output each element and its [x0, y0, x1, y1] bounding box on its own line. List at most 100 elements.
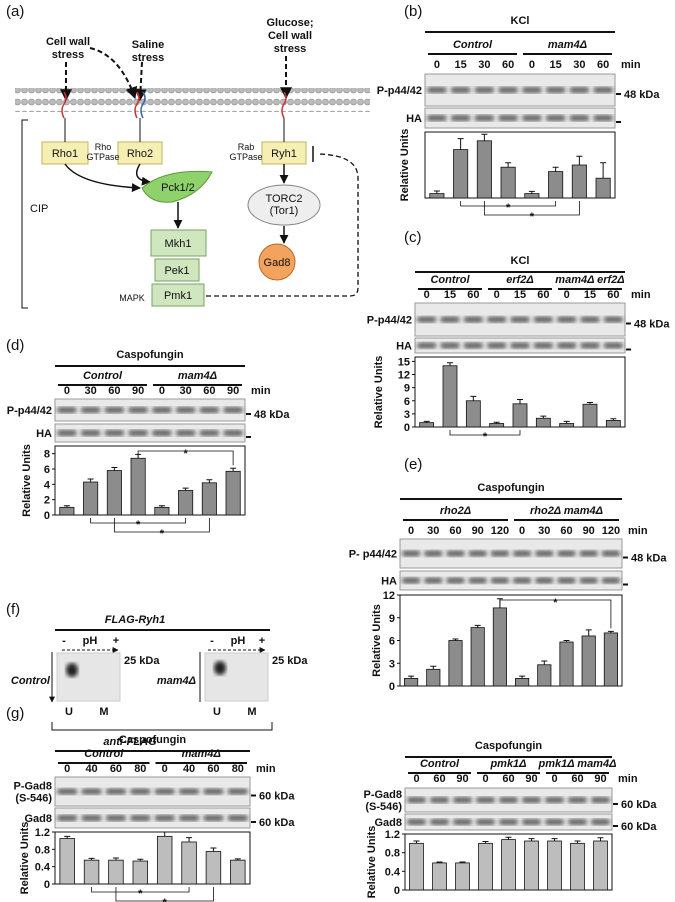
- lane-label: 15: [514, 289, 526, 301]
- group-label: Control: [453, 39, 493, 51]
- y-tick-label: 6: [44, 464, 50, 476]
- band: [429, 819, 450, 825]
- error-bar: [541, 660, 548, 665]
- band: [450, 115, 471, 121]
- row-label: HA: [381, 576, 397, 588]
- lane-label: 15: [444, 289, 456, 301]
- bar: [537, 664, 552, 687]
- error-bar: [607, 630, 614, 633]
- band: [498, 819, 519, 825]
- y-tick-label: 0: [404, 422, 410, 434]
- band: [490, 550, 510, 557]
- bar: [178, 490, 194, 516]
- row-label-line: (S-546): [15, 793, 52, 805]
- error-bar: [528, 838, 535, 841]
- marker-label: 60 kDa: [621, 799, 657, 811]
- feedback: [206, 153, 359, 297]
- sig-bracket: [91, 887, 190, 893]
- bar: [595, 177, 611, 199]
- band: [175, 430, 196, 436]
- lane-label: 80: [134, 763, 146, 775]
- y-tick-label: 0.4: [35, 862, 51, 874]
- bar: [500, 166, 516, 199]
- title: Caspofungin: [116, 349, 183, 361]
- band: [130, 788, 151, 795]
- error-bar: [574, 840, 581, 844]
- lane-label: 60: [449, 525, 461, 537]
- band: [178, 788, 200, 795]
- y-tick-label: 4: [44, 479, 51, 491]
- group-label: mam4Δ: [182, 748, 221, 760]
- row-label-line: Gad8: [24, 813, 52, 825]
- lane-label: 60: [203, 385, 215, 397]
- band: [105, 788, 127, 795]
- band: [463, 316, 484, 323]
- unit: min: [251, 385, 271, 397]
- lane-label: 90: [583, 525, 595, 537]
- y-tick-label: 12: [398, 370, 410, 382]
- band: [56, 430, 77, 436]
- band: [590, 819, 611, 825]
- group-label: Control: [83, 370, 123, 382]
- band: [533, 316, 554, 323]
- row-label-line: P-p44/42: [367, 315, 412, 327]
- band: [579, 577, 599, 584]
- panel-label: (d): [6, 337, 24, 354]
- band: [545, 87, 566, 93]
- band: [557, 577, 576, 584]
- band: [580, 316, 600, 323]
- bar: [476, 140, 492, 199]
- band: [512, 577, 532, 584]
- row-label: Gad8: [24, 813, 52, 825]
- row-label: P-Gad8 (S-546): [13, 781, 52, 805]
- row-label: P- p44/42: [349, 549, 397, 561]
- band: [452, 797, 473, 803]
- spot: U: [65, 706, 73, 718]
- sig-bracket: [449, 430, 521, 436]
- marker-label: 48 kDa: [624, 89, 660, 101]
- node-label: Mkh1: [165, 238, 192, 250]
- band: [175, 407, 196, 413]
- error-bar: [597, 837, 604, 841]
- error-bar: [88, 857, 95, 861]
- error-bar: [610, 418, 617, 421]
- lane-label: 0: [434, 59, 440, 71]
- error-bar: [493, 421, 500, 424]
- marker: 25 kDa: [272, 655, 308, 667]
- stimulus: Saline stress: [132, 39, 164, 64]
- torc2-node: [247, 184, 321, 226]
- bar: [581, 635, 596, 687]
- band: [474, 87, 495, 93]
- bar: [593, 840, 608, 891]
- lane-label: 60: [560, 525, 572, 537]
- bar: [453, 149, 469, 199]
- band: [446, 550, 465, 557]
- sig-bracket: [460, 201, 557, 207]
- lane-label: 90: [227, 385, 239, 397]
- row-label-line: HA: [381, 576, 397, 588]
- bar: [181, 841, 197, 885]
- error-bar: [551, 838, 558, 841]
- row-label: P-Gad8 (S-546): [363, 789, 402, 813]
- band: [452, 819, 473, 825]
- band: [533, 342, 554, 349]
- y-tick-label: 9: [389, 613, 395, 625]
- spot: M: [247, 706, 256, 718]
- lane-label: 90: [456, 773, 468, 785]
- error-bar: [423, 420, 430, 423]
- error-bar: [63, 505, 70, 508]
- band: [429, 797, 450, 803]
- title: Caspofungin: [475, 740, 542, 752]
- row-label-line: P-p44/42: [7, 405, 52, 417]
- bar: [404, 678, 419, 687]
- error-bar: [112, 857, 119, 861]
- bar: [205, 851, 222, 885]
- error-bar: [230, 467, 237, 472]
- row-label-line: HA: [406, 113, 422, 125]
- error-bar: [186, 837, 193, 842]
- bar: [470, 627, 485, 687]
- bar: [59, 838, 75, 885]
- band: [80, 407, 101, 413]
- band: [199, 430, 220, 436]
